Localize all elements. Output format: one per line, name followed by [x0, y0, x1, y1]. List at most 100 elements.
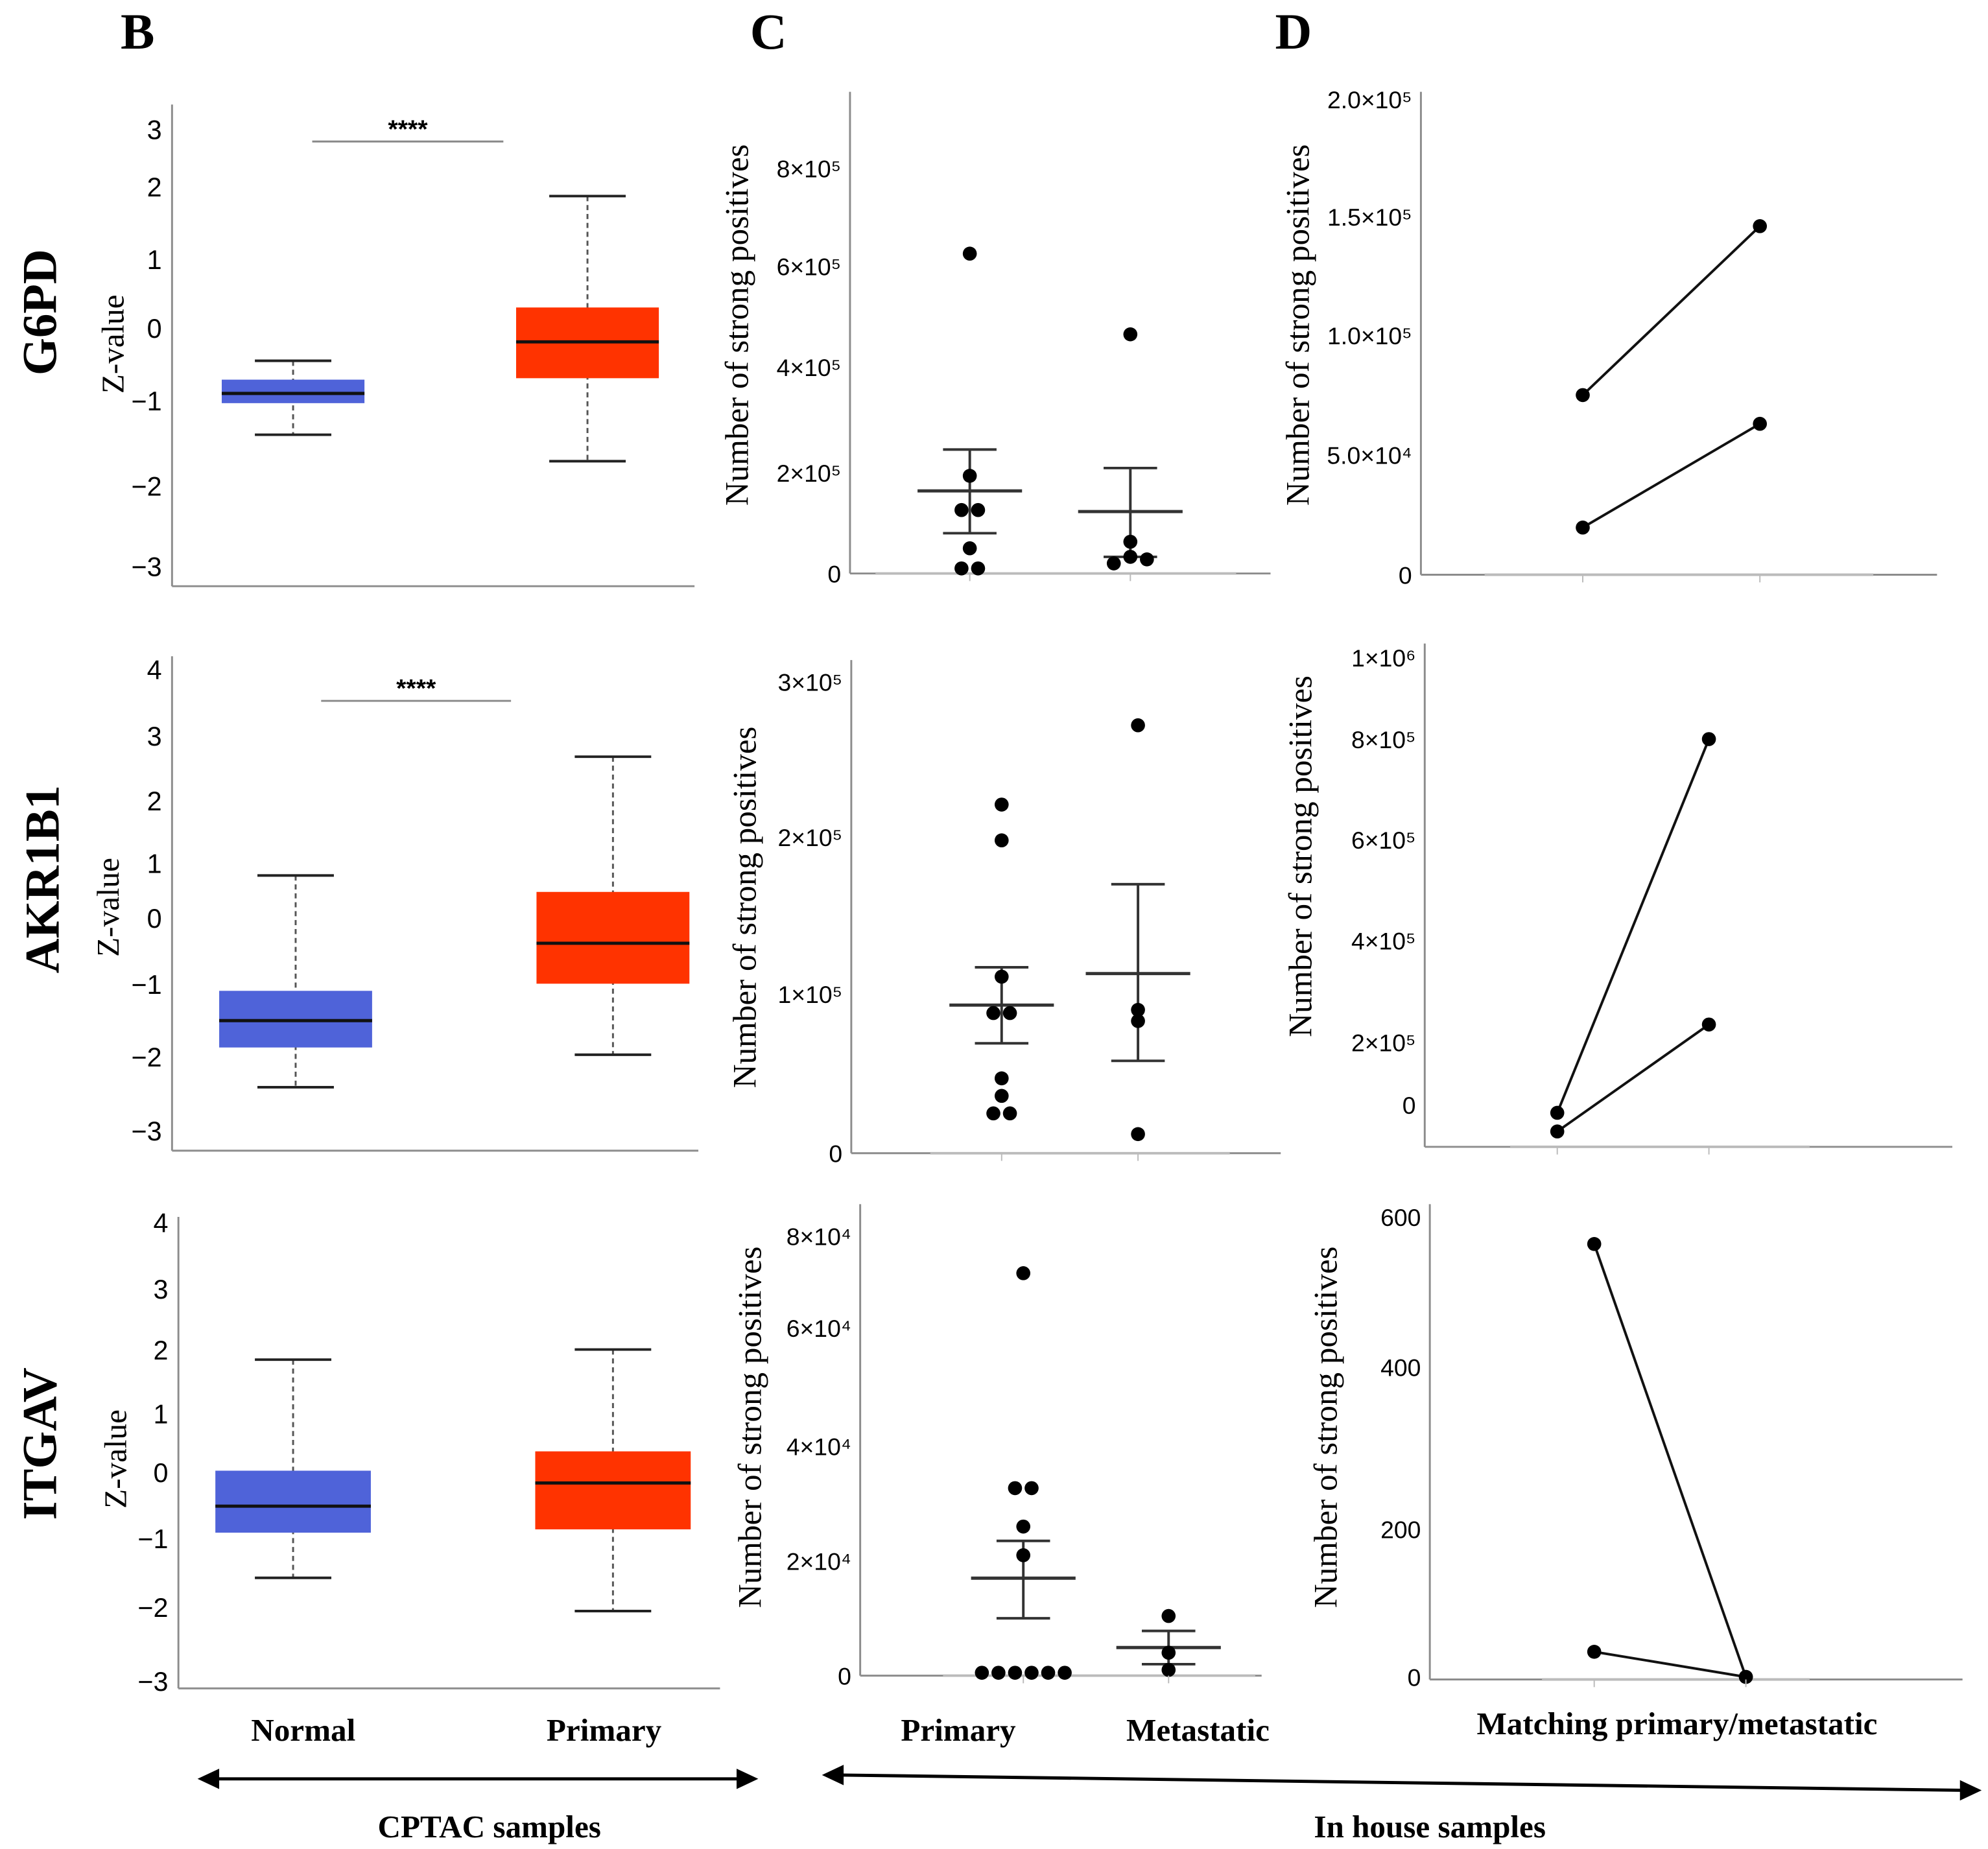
group-metastatic	[1085, 718, 1190, 1142]
y-tick-label: 2	[153, 1336, 168, 1365]
data-point	[1131, 1014, 1145, 1028]
data-point	[1008, 1481, 1023, 1496]
data-point-metastatic	[1701, 732, 1716, 746]
group-label-inhouse: In house samples	[1314, 1809, 1546, 1844]
x-label-matching: Matching primary/metastatic	[1476, 1706, 1877, 1741]
y-tick-label: −2	[137, 1593, 168, 1623]
y-tick-label: 3	[153, 1275, 168, 1304]
y-tick-label: 200	[1380, 1516, 1421, 1543]
y-tick-label: 1×10⁵	[778, 981, 843, 1008]
data-point	[975, 1666, 989, 1680]
box-iqr	[221, 379, 365, 403]
data-point	[994, 1089, 1009, 1103]
y-axis-title: Z-value	[90, 858, 126, 957]
y-tick-label: 0	[1402, 1092, 1416, 1119]
box-primary	[536, 755, 690, 1056]
paired-sample	[1576, 219, 1768, 403]
data-point	[1024, 1481, 1039, 1496]
y-axis-title: Number of strong positives	[1308, 1246, 1345, 1608]
chart-panel-c-g6pd: 0 2×10⁵ 4×10⁵ 6×10⁵ 8×10⁵ Number of strong po…	[719, 91, 1271, 587]
data-point	[994, 1071, 1009, 1086]
data-point	[954, 502, 969, 517]
y-tick-label: 8×10⁴	[787, 1223, 851, 1250]
box-normal	[221, 359, 365, 436]
y-tick-label: 3	[147, 115, 162, 145]
data-point	[1161, 1608, 1176, 1623]
data-point	[986, 1106, 1000, 1121]
data-point	[1002, 1106, 1017, 1121]
box-primary	[515, 194, 659, 463]
data-point	[971, 502, 986, 517]
y-tick-label: 8×10⁵	[1351, 726, 1416, 753]
y-tick-label: −1	[132, 970, 162, 1000]
cptac-arrow	[197, 1769, 759, 1789]
data-point	[994, 797, 1009, 812]
y-tick-label: 600	[1380, 1204, 1421, 1231]
pair-line	[1592, 1243, 1747, 1678]
paired-sample	[1550, 1017, 1716, 1139]
group-metastatic	[1078, 327, 1183, 571]
data-point-primary	[1576, 520, 1590, 535]
paired-sample	[1587, 1236, 1753, 1684]
data-point	[962, 469, 977, 483]
chart-panel-b-g6pd: 3 2 1 0 −1 −2 −3 Z-value ****	[95, 104, 695, 587]
data-point-primary	[1550, 1124, 1565, 1139]
y-tick-label: −1	[132, 386, 162, 416]
gene-label-akr1b1: AKR1B1	[16, 785, 69, 973]
y-tick-label: 3	[147, 722, 162, 751]
pair-line	[1594, 1650, 1746, 1678]
y-tick-label: 1.0×10⁵	[1327, 322, 1412, 349]
box-iqr	[215, 1470, 371, 1533]
box-iqr	[536, 891, 690, 984]
data-point	[994, 833, 1009, 848]
y-tick-label: 0	[1399, 561, 1412, 589]
y-tick-label: 0	[147, 314, 162, 344]
data-point	[1131, 1127, 1145, 1142]
data-point	[1161, 1662, 1176, 1677]
chart-panel-b-itgav: 4 3 2 1 0 −1 −2 −3 Z-value	[98, 1208, 720, 1697]
data-point	[1123, 327, 1138, 342]
y-tick-label: 0	[1408, 1664, 1421, 1691]
y-tick-label: 0	[153, 1458, 168, 1488]
chart-panel-c-akr1b1: 0 1×10⁵ 2×10⁵ 3×10⁵ Number of strong positiv…	[726, 660, 1281, 1168]
data-point	[971, 561, 986, 576]
group-primary	[971, 1266, 1076, 1680]
data-point	[1058, 1666, 1072, 1680]
y-axis-title: Z-value	[98, 1409, 134, 1509]
data-point-metastatic	[1753, 219, 1768, 233]
panel-letter-b: B	[121, 4, 154, 60]
box-primary	[535, 1348, 691, 1612]
x-label-primary-inhouse: Primary	[901, 1712, 1016, 1748]
y-tick-label: −3	[132, 552, 162, 582]
paired-sample	[1587, 1644, 1753, 1684]
y-tick-label: 3×10⁵	[778, 668, 843, 696]
gene-label-g6pd: G6PD	[13, 249, 67, 375]
y-tick-label: 1.5×10⁵	[1327, 204, 1412, 231]
data-point	[1002, 1006, 1017, 1020]
y-axis-title: Number of strong positives	[1282, 676, 1319, 1037]
y-tick-label: 4×10⁵	[1351, 927, 1416, 954]
significance-label: ****	[396, 674, 436, 703]
significance-label: ****	[388, 115, 428, 143]
pair-line	[1556, 1023, 1710, 1133]
chart-panel-b-akr1b1: 4 3 2 1 0 −1 −2 −3 Z-value ****	[90, 655, 699, 1152]
y-tick-label: 2.0×10⁵	[1327, 86, 1412, 113]
panel-letter-c: C	[750, 4, 787, 60]
data-point	[954, 561, 969, 576]
y-tick-label: 6×10⁴	[787, 1315, 851, 1342]
data-point-primary	[1587, 1236, 1602, 1251]
y-axis-title: Number of strong positives	[731, 1246, 768, 1608]
panel-letter-d: D	[1275, 4, 1312, 60]
y-tick-label: −3	[137, 1667, 168, 1697]
chart-panel-d-g6pd: 0 5.0×10⁴ 1.0×10⁵ 1.5×10⁵ 2.0×10⁵ Number of s…	[1279, 86, 1937, 589]
data-point	[1041, 1666, 1056, 1680]
data-point	[1131, 718, 1145, 733]
y-tick-label: 1	[147, 849, 162, 878]
pair-line	[1582, 423, 1761, 529]
y-tick-label: 0	[838, 1662, 851, 1690]
y-tick-label: −2	[132, 1042, 162, 1072]
data-point	[1024, 1666, 1039, 1680]
group-metastatic	[1116, 1608, 1221, 1677]
data-point	[1016, 1519, 1031, 1534]
